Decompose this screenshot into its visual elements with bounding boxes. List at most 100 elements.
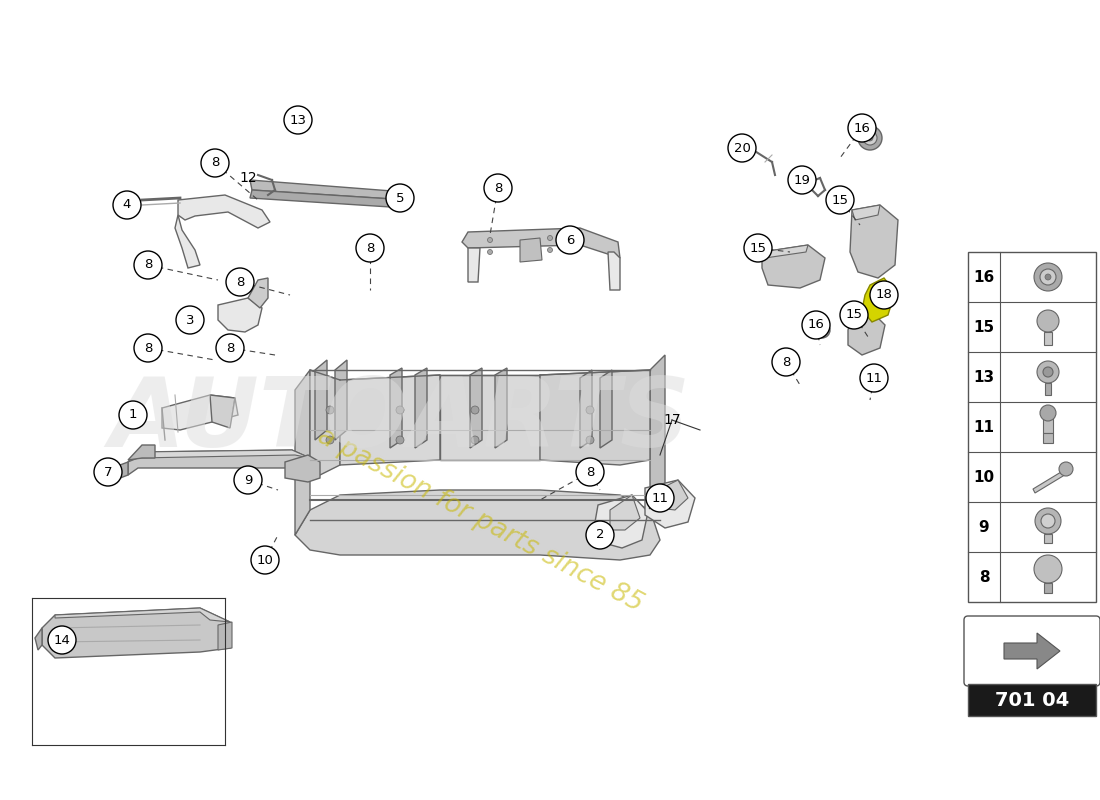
Polygon shape [762,245,808,258]
Circle shape [556,226,584,254]
Text: a passion for parts since 85: a passion for parts since 85 [312,423,647,617]
Circle shape [396,406,404,414]
Circle shape [1034,555,1062,583]
Text: 3: 3 [186,314,195,326]
Polygon shape [250,180,408,200]
Polygon shape [336,360,346,440]
Text: 16: 16 [974,270,994,285]
Text: 11: 11 [651,491,669,505]
Text: 9: 9 [979,519,989,534]
Text: 16: 16 [807,318,824,331]
Polygon shape [1044,332,1052,345]
Text: 8: 8 [782,355,790,369]
Polygon shape [112,462,128,480]
Text: 16: 16 [854,122,870,134]
Circle shape [1034,263,1062,291]
Circle shape [867,135,873,141]
Circle shape [1043,367,1053,377]
Circle shape [576,458,604,486]
Circle shape [1037,310,1059,332]
Text: 10: 10 [256,554,274,566]
Circle shape [201,149,229,177]
Circle shape [870,281,898,309]
Text: 14: 14 [54,634,70,646]
Text: 10: 10 [974,470,994,485]
Text: 6: 6 [565,234,574,246]
Text: 8: 8 [226,342,234,354]
Text: 11: 11 [974,419,994,434]
Polygon shape [862,278,895,322]
Circle shape [1040,269,1056,285]
Polygon shape [645,480,695,528]
Circle shape [356,234,384,262]
Circle shape [744,234,772,262]
Text: 7: 7 [103,466,112,478]
Polygon shape [440,375,540,460]
Text: 8: 8 [144,342,152,354]
Text: 20: 20 [734,142,750,154]
Text: 19: 19 [793,174,811,186]
Circle shape [548,235,552,241]
Text: 17: 17 [663,413,681,427]
Polygon shape [128,445,155,460]
Polygon shape [610,495,640,530]
Circle shape [484,174,512,202]
Circle shape [864,131,877,145]
Text: 15: 15 [749,242,767,254]
Polygon shape [608,252,620,290]
Circle shape [586,406,594,414]
Circle shape [818,326,826,334]
Polygon shape [658,480,688,510]
Polygon shape [315,360,327,440]
Circle shape [134,334,162,362]
Text: 8: 8 [494,182,503,194]
Polygon shape [600,370,612,448]
Text: 1: 1 [129,409,138,422]
Text: 8: 8 [366,242,374,254]
Polygon shape [250,190,408,208]
Circle shape [326,406,334,414]
Text: 4: 4 [123,198,131,211]
Polygon shape [218,298,262,332]
Circle shape [134,251,162,279]
Text: AUTOARTS: AUTOARTS [110,374,691,466]
Polygon shape [540,370,650,465]
Circle shape [113,191,141,219]
Polygon shape [1004,633,1060,669]
Circle shape [251,546,279,574]
Circle shape [840,301,868,329]
Polygon shape [850,205,898,278]
Text: 8: 8 [586,466,594,478]
Text: 701 04: 701 04 [994,690,1069,710]
Circle shape [284,106,312,134]
Circle shape [1037,361,1059,383]
Text: 8: 8 [235,275,244,289]
Polygon shape [415,368,427,448]
Text: 2: 2 [596,529,604,542]
Circle shape [646,484,674,512]
Text: 8: 8 [211,157,219,170]
Circle shape [326,436,334,444]
Polygon shape [1045,383,1050,395]
Text: 5: 5 [396,191,405,205]
Polygon shape [310,370,340,480]
Polygon shape [1043,433,1053,443]
Text: 15: 15 [974,319,994,334]
Text: 18: 18 [876,289,892,302]
Circle shape [48,626,76,654]
Circle shape [858,126,882,150]
Circle shape [728,134,756,162]
Circle shape [1040,405,1056,421]
Circle shape [1059,462,1072,476]
FancyBboxPatch shape [964,616,1100,686]
Polygon shape [762,245,825,288]
Polygon shape [55,608,230,622]
Polygon shape [218,622,232,650]
Circle shape [772,348,800,376]
Circle shape [848,114,876,142]
Polygon shape [468,248,480,282]
Polygon shape [1033,469,1068,493]
Polygon shape [1044,534,1052,543]
Polygon shape [470,368,482,448]
Circle shape [234,466,262,494]
